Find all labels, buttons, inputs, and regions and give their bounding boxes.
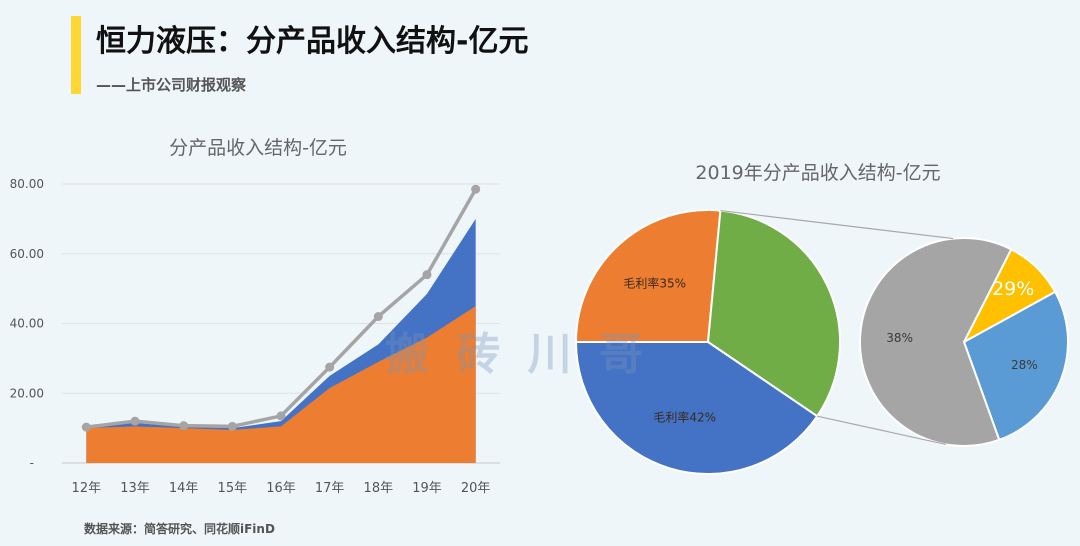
line-point xyxy=(81,422,91,432)
line-point xyxy=(325,362,335,372)
line-point xyxy=(471,184,481,194)
secondary-pie-slice xyxy=(962,290,1069,442)
line-point xyxy=(227,421,237,431)
y-tick-label: 40.00 xyxy=(10,317,44,331)
x-tick-label: 12年 xyxy=(72,481,102,496)
line-point xyxy=(130,416,140,426)
chart-title: 分产品收入结构-亿元 xyxy=(169,137,347,159)
area-chart: 分产品收入结构-亿元 - 20.00 40.00 60.00 80.00 12年 13年 14年… xyxy=(10,137,500,496)
x-tick-label: 15年 xyxy=(218,481,248,496)
line-point xyxy=(373,312,383,322)
main-pie-slice-label: 毛利率35% xyxy=(623,275,686,290)
watermark: 搬 砖 川 哥 xyxy=(385,329,649,380)
main-pie-slice-label: 毛利率42% xyxy=(653,410,716,425)
secondary-pie-slice-label: 28% xyxy=(1011,358,1038,372)
main-pie-slice xyxy=(574,209,722,343)
main-pie-slice xyxy=(574,341,819,475)
pie-chart-title: 2019年分产品收入结构-亿元 xyxy=(695,162,940,184)
secondary-pie-slice-label: 38% xyxy=(886,331,913,345)
x-tick-label: 13年 xyxy=(120,481,150,496)
x-tick-label: 19年 xyxy=(412,481,442,496)
connector-line xyxy=(817,415,947,446)
x-tick-label: 20年 xyxy=(461,481,491,496)
series-area-orange xyxy=(86,306,476,463)
source-note: 数据来源：简答研究、同花顺iFinD xyxy=(84,522,275,536)
y-tick-label: 80.00 xyxy=(10,177,44,191)
accent-bar xyxy=(71,16,81,94)
line-point xyxy=(179,421,189,431)
y-tick-label: - xyxy=(30,456,34,470)
line-point xyxy=(276,411,286,421)
secondary-pie-slice-label: 29% xyxy=(992,278,1034,300)
page-subtitle: ——上市公司财报观察 xyxy=(96,76,247,94)
y-tick-label: 60.00 xyxy=(10,247,44,261)
x-tick-label: 16年 xyxy=(266,481,296,496)
y-tick-label: 20.00 xyxy=(10,386,44,400)
x-tick-label: 18年 xyxy=(364,481,394,496)
main-pie-slice xyxy=(706,209,841,418)
x-tick-label: 17年 xyxy=(315,481,345,496)
page-title: 恒力液压：分产品收入结构-亿元 xyxy=(96,24,529,59)
connector-line xyxy=(720,209,954,240)
line-point xyxy=(422,270,432,280)
x-tick-label: 14年 xyxy=(169,481,199,496)
